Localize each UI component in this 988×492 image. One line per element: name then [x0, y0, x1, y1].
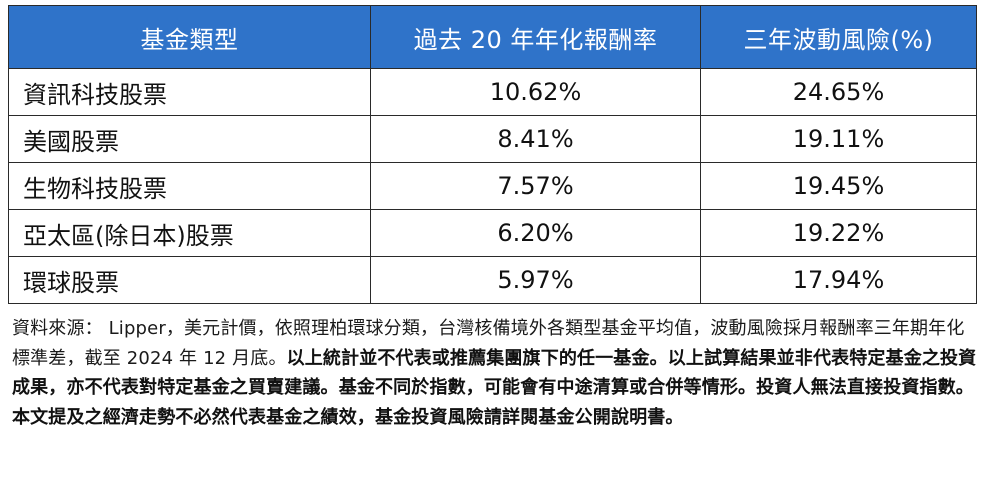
volatility-3y-cell: 19.11%	[700, 115, 977, 163]
header-3y-volatility: 三年波動風險(%)	[700, 5, 977, 69]
table-row: 環球股票 5.97% 17.94%	[8, 256, 977, 304]
fund-comparison-table-wrapper: 基金類型 過去 20 年年化報酬率 三年波動風險(%) 資訊科技股票 10.62…	[8, 5, 977, 304]
header-fund-type: 基金類型	[8, 5, 371, 69]
fund-type-cell: 環球股票	[8, 256, 371, 304]
table-header-row: 基金類型 過去 20 年年化報酬率 三年波動風險(%)	[8, 5, 977, 69]
table-row: 亞太區(除日本)股票 6.20% 19.22%	[8, 209, 977, 257]
footnote-disclaimer: 以上統計並不代表或推薦集團旗下的任一基金。以上試算結果並非代表特定基金之投資成果…	[12, 347, 977, 428]
volatility-3y-cell: 24.65%	[700, 68, 977, 116]
return-20y-cell: 10.62%	[370, 68, 701, 116]
volatility-3y-cell: 19.45%	[700, 162, 977, 210]
fund-type-cell: 資訊科技股票	[8, 68, 371, 116]
footnote: 資料來源： Lipper，美元計價，依照理柏環球分類，台灣核備境外各類型基金平均…	[12, 314, 978, 432]
header-20y-annualized-return: 過去 20 年年化報酬率	[370, 5, 701, 69]
table-row: 資訊科技股票 10.62% 24.65%	[8, 68, 977, 116]
table-row: 美國股票 8.41% 19.11%	[8, 115, 977, 163]
return-20y-cell: 5.97%	[370, 256, 701, 304]
return-20y-cell: 6.20%	[370, 209, 701, 257]
return-20y-cell: 7.57%	[370, 162, 701, 210]
volatility-3y-cell: 17.94%	[700, 256, 977, 304]
fund-type-cell: 美國股票	[8, 115, 371, 163]
fund-type-cell: 生物科技股票	[8, 162, 371, 210]
return-20y-cell: 8.41%	[370, 115, 701, 163]
footnote-source: 資料來源： Lipper，美元計價，依照理柏環球分類，台灣核備境外各類型基金平均…	[12, 318, 965, 369]
volatility-3y-cell: 19.22%	[700, 209, 977, 257]
table-row: 生物科技股票 7.57% 19.45%	[8, 162, 977, 210]
fund-type-cell: 亞太區(除日本)股票	[8, 209, 371, 257]
fund-comparison-table: 基金類型 過去 20 年年化報酬率 三年波動風險(%) 資訊科技股票 10.62…	[8, 5, 977, 304]
